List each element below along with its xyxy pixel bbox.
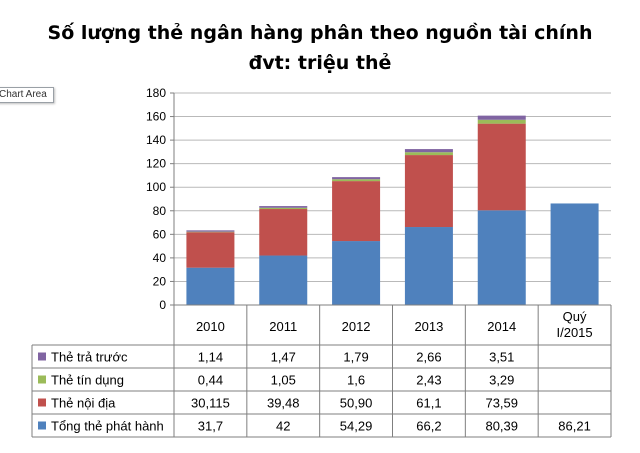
- bar-credit: [477, 119, 526, 124]
- bar-credit: [332, 179, 381, 182]
- y-tick-label: 0: [159, 298, 166, 312]
- bar-prepaid: [477, 115, 526, 120]
- legend-label-credit: Thẻ tín dụng: [51, 373, 124, 388]
- bar-domestic: [332, 181, 381, 242]
- data-label: 1,79: [343, 350, 368, 365]
- bar-domestic: [404, 155, 453, 228]
- data-label: 2,43: [416, 373, 441, 388]
- data-label: 30,115: [191, 396, 230, 411]
- bar-credit: [186, 231, 235, 233]
- data-label: 1,6: [347, 373, 365, 388]
- x-tick-label: 2011: [269, 319, 297, 334]
- x-tick-label: 2014: [487, 319, 516, 334]
- chart-title: Số lượng thẻ ngân hàng phân theo nguồn t…: [47, 22, 593, 44]
- y-tick-label: 120: [146, 157, 166, 171]
- bar-total: [477, 210, 526, 305]
- bar-prepaid: [186, 230, 235, 232]
- legend-key-credit: [38, 375, 46, 384]
- bar-total: [332, 241, 381, 305]
- x-tick-label: 2013: [414, 319, 443, 334]
- data-label: 61,1: [416, 396, 441, 411]
- legend-label-total: Tổng thẻ phát hành: [51, 419, 164, 434]
- data-label: 1,47: [271, 350, 296, 365]
- data-label: 1,05: [271, 373, 296, 388]
- bar-prepaid: [332, 177, 381, 180]
- bar-credit: [259, 207, 308, 210]
- bar-credit: [404, 152, 453, 156]
- data-label: 80,39: [485, 419, 518, 434]
- data-label: 31,7: [198, 419, 223, 434]
- data-label: 54,29: [340, 419, 373, 434]
- bar-domestic: [186, 232, 235, 268]
- y-tick-label: 40: [153, 251, 167, 265]
- bar-total: [259, 255, 308, 305]
- y-tick-label: 140: [146, 133, 166, 147]
- data-label: 50,90: [340, 396, 373, 411]
- legend-label-prepaid: Thẻ trả trước: [51, 350, 128, 365]
- x-tick-label: 2012: [342, 319, 371, 334]
- x-tick-label: Quý: [563, 309, 587, 324]
- data-label: 1,14: [198, 350, 223, 365]
- y-tick-label: 160: [146, 110, 166, 124]
- bar-prepaid: [404, 149, 453, 153]
- data-label: 0,44: [198, 373, 223, 388]
- y-tick-label: 20: [153, 274, 167, 288]
- y-tick-label: 80: [153, 204, 167, 218]
- y-tick-label: 180: [146, 86, 166, 100]
- chart-subtitle: đvt: triệu thẻ: [248, 52, 392, 74]
- data-label: 42: [276, 419, 290, 434]
- bar-total: [550, 203, 599, 305]
- bar-total: [186, 267, 235, 305]
- legend-key-domestic: [38, 398, 46, 407]
- legend-key-prepaid: [38, 352, 46, 361]
- bar-domestic: [259, 209, 308, 256]
- chart-area-tooltip: Chart Area: [0, 87, 54, 103]
- data-label: 39,48: [267, 396, 300, 411]
- data-label: 86,21: [558, 419, 591, 434]
- data-label: 3,51: [489, 350, 514, 365]
- bar-domestic: [477, 123, 526, 211]
- bar-prepaid: [259, 206, 308, 208]
- x-tick-label: 2010: [196, 319, 225, 334]
- y-tick-label: 100: [146, 180, 166, 194]
- data-label: 73,59: [485, 396, 518, 411]
- data-label: 2,66: [416, 350, 441, 365]
- data-label: 66,2: [416, 419, 441, 434]
- legend-label-domestic: Thẻ nội địa: [51, 396, 116, 411]
- y-tick-label: 60: [153, 227, 167, 241]
- bar-total: [404, 227, 453, 305]
- x-tick-label: I/2015: [557, 325, 593, 340]
- data-label: 3,29: [489, 373, 514, 388]
- legend-key-total: [38, 421, 46, 430]
